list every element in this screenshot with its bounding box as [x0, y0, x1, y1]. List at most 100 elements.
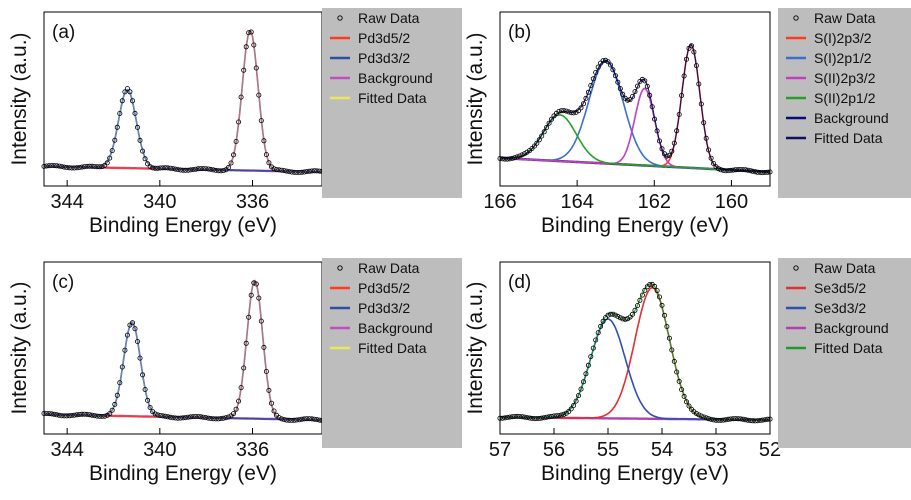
raw-data-point — [84, 163, 90, 169]
raw-data-point — [220, 415, 226, 421]
raw-data-point — [51, 163, 57, 169]
x-axis-label: Binding Energy (eV) — [541, 462, 729, 485]
raw-data-point — [755, 169, 761, 175]
legend: Raw Data S(I)2p3/2 S(I)2p1/2 S(II)2p3/2 S(II… — [778, 8, 911, 198]
raw-data-point — [666, 335, 672, 341]
x-tick-label: 336 — [236, 439, 269, 461]
raw-data-point — [534, 416, 540, 422]
x-tick-label: 340 — [143, 191, 176, 213]
raw-data-point — [316, 168, 322, 174]
raw-data-point — [145, 397, 151, 403]
raw-data-point — [745, 417, 751, 423]
raw-data-point — [69, 412, 75, 418]
legend-entry: S(I)2p3/2 — [814, 30, 872, 46]
raw-data-point — [578, 105, 584, 111]
raw-data-point — [556, 412, 562, 418]
raw-data-point — [612, 312, 618, 318]
raw-data-point — [738, 166, 744, 172]
x-tick-label: 164 — [560, 191, 593, 213]
raw-data-point — [590, 76, 596, 82]
panel-label: (d) — [508, 272, 531, 293]
raw-data-point — [200, 166, 206, 172]
raw-data-point — [617, 315, 623, 321]
raw-data-point — [728, 416, 734, 422]
raw-data-point — [765, 169, 771, 175]
raw-data-point — [531, 143, 537, 149]
raw-data-point — [701, 120, 707, 126]
raw-data-point — [99, 164, 105, 170]
panel-label: (c) — [52, 272, 74, 293]
x-axis-label: Binding Energy (eV) — [89, 462, 277, 485]
raw-data-point — [536, 415, 542, 421]
raw-data-point — [752, 169, 758, 175]
raw-data-point — [188, 167, 194, 173]
raw-data-point — [600, 318, 606, 324]
raw-data-point — [752, 418, 758, 424]
raw-data-point — [44, 163, 50, 169]
raw-data-point — [87, 163, 93, 169]
raw-data-point — [296, 417, 302, 423]
raw-data-point — [213, 167, 219, 173]
raw-data-point — [114, 392, 120, 398]
raw-data-point — [266, 387, 272, 393]
raw-data-point — [271, 408, 277, 414]
raw-data-point — [167, 165, 173, 171]
raw-data-point — [261, 138, 267, 144]
raw-data-point — [534, 140, 540, 146]
raw-data-point — [185, 167, 191, 173]
raw-data-point — [195, 413, 201, 419]
raw-data-point — [664, 323, 670, 329]
raw-data-point — [193, 166, 199, 172]
raw-data-point — [605, 59, 611, 65]
raw-data-point — [541, 415, 547, 421]
raw-data-point — [309, 416, 315, 422]
raw-data-point — [74, 412, 80, 418]
raw-data-point — [561, 411, 567, 417]
raw-data-point — [588, 354, 594, 360]
legend: Raw Data Pd3d5/2 Pd3d3/2 Background Fitted D… — [322, 8, 462, 198]
raw-data-point — [160, 413, 166, 419]
raw-data-point — [129, 320, 135, 326]
raw-data-point — [160, 165, 166, 171]
raw-data-point — [122, 347, 128, 353]
raw-data-point — [529, 146, 535, 152]
raw-data-point — [615, 313, 621, 319]
raw-data-point — [205, 415, 211, 421]
raw-data-point — [514, 413, 520, 419]
raw-data-point — [652, 116, 658, 122]
raw-data-point — [517, 413, 523, 419]
raw-data-point — [509, 155, 515, 161]
raw-data-point — [46, 163, 52, 169]
panel-a: 344 340 336 (a) Binding Energy (eV) Intensity… — [8, 8, 462, 237]
raw-data-point — [706, 416, 712, 422]
raw-data-point — [180, 415, 186, 421]
raw-data-point — [730, 416, 736, 422]
raw-data-point — [735, 167, 741, 173]
raw-data-point — [66, 165, 72, 171]
raw-data-point — [258, 118, 264, 124]
raw-data-point — [273, 167, 279, 173]
x-tick-label: 336 — [236, 191, 269, 213]
raw-data-point — [276, 415, 282, 421]
raw-data-point — [44, 410, 50, 416]
raw-data-point — [137, 137, 143, 143]
raw-data-point — [299, 416, 305, 422]
raw-data-point — [112, 401, 118, 407]
raw-data-point — [588, 83, 594, 89]
raw-data-point — [666, 152, 672, 158]
raw-data-point — [51, 411, 57, 417]
raw-data-point — [182, 167, 188, 173]
raw-data-point — [41, 410, 47, 416]
raw-data-point — [236, 398, 242, 404]
raw-data-point — [720, 167, 726, 173]
raw-data-point — [502, 415, 508, 421]
raw-data-point — [583, 95, 589, 101]
raw-data-point — [549, 413, 555, 419]
raw-data-point — [256, 295, 262, 301]
raw-data-point — [647, 282, 653, 288]
raw-data-point — [71, 165, 77, 171]
legend-entry: Background — [358, 70, 433, 86]
raw-data-point — [145, 161, 151, 167]
raw-data-point — [632, 89, 638, 95]
raw-data-point — [208, 415, 214, 421]
